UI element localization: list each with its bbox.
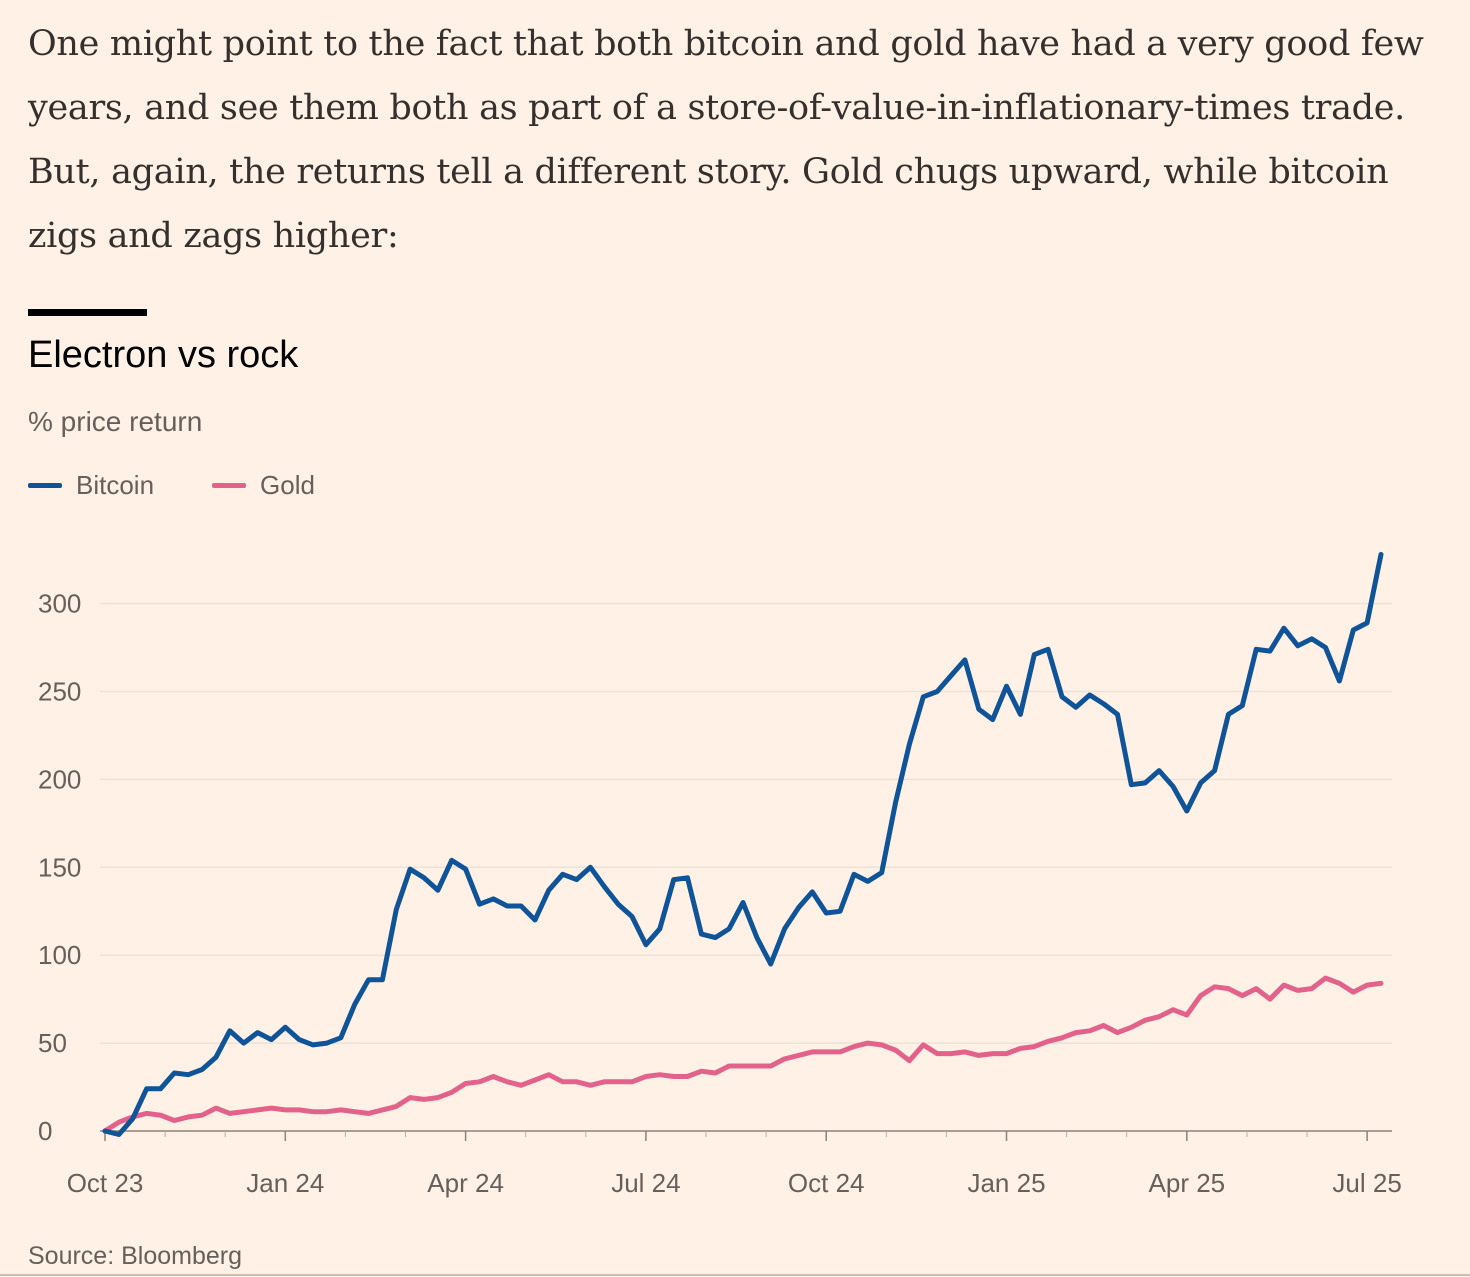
y-tick-label: 300 bbox=[38, 589, 81, 619]
x-tick-label: Oct 23 bbox=[67, 1168, 144, 1198]
title-rule bbox=[28, 309, 147, 316]
x-tick-label: Oct 24 bbox=[788, 1168, 865, 1198]
article-paragraph: One might point to the fact that both bi… bbox=[28, 24, 1424, 256]
y-tick-label: 200 bbox=[38, 764, 81, 794]
legend-label-bitcoin: Bitcoin bbox=[76, 470, 155, 500]
bottom-divider bbox=[0, 1274, 1470, 1276]
legend-swatch-bitcoin bbox=[28, 483, 62, 488]
chart-title: Electron vs rock bbox=[28, 334, 299, 376]
series-line-bitcoin bbox=[102, 551, 1384, 1137]
x-tick-label: Jan 24 bbox=[246, 1168, 324, 1198]
x-tick-label: Jan 25 bbox=[967, 1168, 1045, 1198]
x-tick-label: Jul 25 bbox=[1332, 1168, 1401, 1198]
y-tick-label: 0 bbox=[38, 1116, 52, 1146]
chart-subtitle: % price return bbox=[28, 406, 203, 437]
y-tick-label: 100 bbox=[38, 940, 81, 970]
series-line-gold bbox=[102, 975, 1384, 1134]
legend-swatch-gold bbox=[212, 483, 247, 488]
x-tick-label: Apr 24 bbox=[427, 1168, 504, 1198]
chart-source: Source: Bloomberg bbox=[28, 1242, 243, 1270]
legend-label-gold: Gold bbox=[260, 470, 315, 500]
chart-legend: Bitcoin Gold bbox=[28, 470, 373, 501]
y-tick-label: 50 bbox=[38, 1028, 67, 1058]
y-tick-label: 150 bbox=[38, 852, 81, 882]
line-chart: 0 50 100 150 200 250 300 Oct 23 Jan 24 Apr 24 Jul … bbox=[38, 551, 1402, 1198]
legend-item-bitcoin: Bitcoin bbox=[28, 470, 154, 501]
x-tick-label: Jul 24 bbox=[611, 1168, 680, 1198]
y-tick-label: 250 bbox=[38, 677, 81, 707]
legend-item-gold: Gold bbox=[212, 470, 315, 501]
x-tick-label: Apr 25 bbox=[1149, 1168, 1226, 1198]
